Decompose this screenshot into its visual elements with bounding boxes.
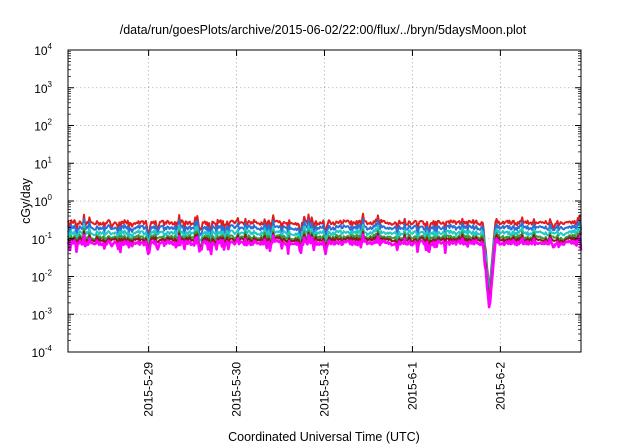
y-tick-label: 10-1 (32, 231, 53, 247)
y-axis: 10-4 10-3 10-2 10-1 100 101 102 103 104 (32, 42, 581, 360)
chart-title: /data/run/goesPlots/archive/2015-06-02/2… (120, 23, 527, 37)
y-tick-label: 103 (34, 80, 52, 96)
series-line (66, 233, 583, 309)
y-tick-label: 101 (34, 155, 52, 171)
y-tick-label: 102 (34, 118, 52, 134)
y-tick-label: 100 (34, 193, 52, 209)
x-axis-label: Coordinated Universal Time (UTC) (228, 430, 420, 444)
y-tick-label: 10-2 (32, 269, 53, 285)
x-axis: 2015-5-29 2015-5-30 2015-5-31 2015-6-1 2015-… (142, 50, 507, 417)
x-tick-label: 2015-6-1 (405, 362, 419, 410)
y-tick-label: 104 (34, 42, 52, 58)
grid-lines (68, 50, 581, 352)
series-group (66, 212, 583, 309)
y-tick-label: 10-4 (32, 344, 53, 360)
x-tick-label: 2015-5-31 (318, 362, 332, 417)
x-tick-label: 2015-6-2 (493, 362, 507, 410)
y-axis-label: cGy/day (19, 177, 33, 224)
x-tick-label: 2015-5-29 (142, 362, 156, 417)
x-tick-label: 2015-5-30 (230, 362, 244, 417)
y-tick-label: 10-3 (32, 306, 53, 322)
